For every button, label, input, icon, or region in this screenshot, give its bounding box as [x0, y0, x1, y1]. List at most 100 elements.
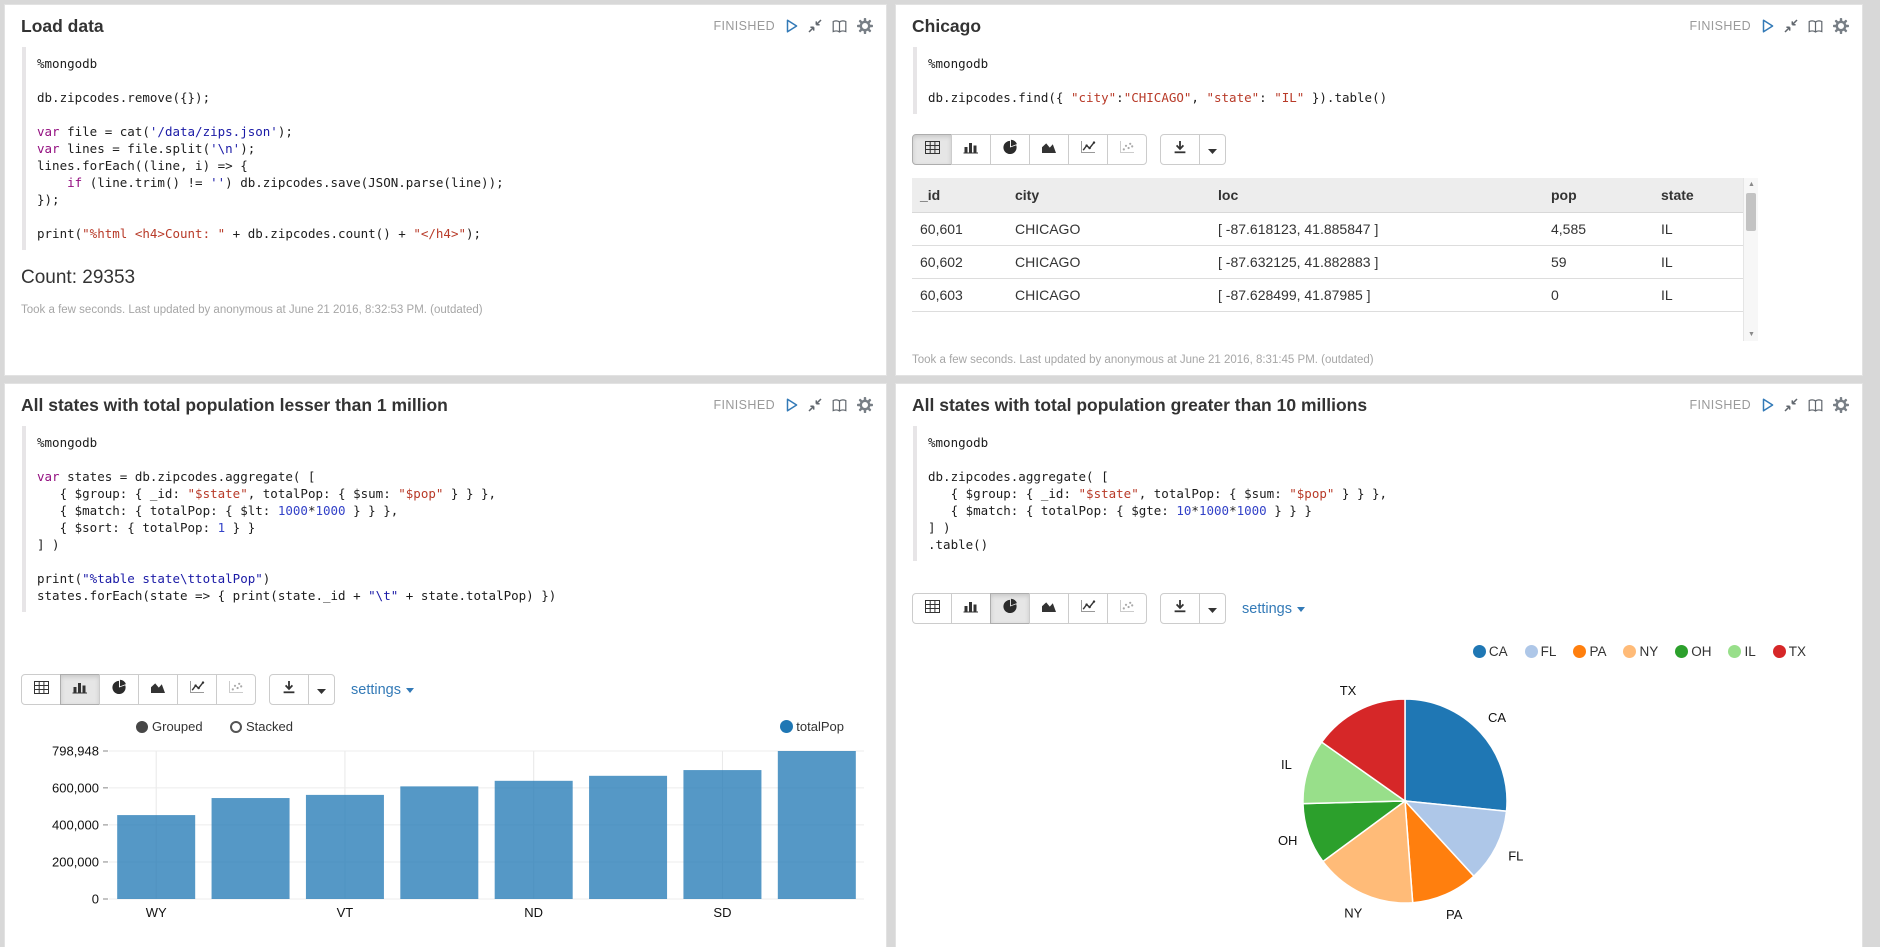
- collapse-compress-icon[interactable]: [808, 398, 822, 412]
- chart-table-button[interactable]: [21, 674, 61, 705]
- paragraph-gear-icon[interactable]: [857, 18, 873, 34]
- code-editor[interactable]: %mongodb var states = db.zipcodes.aggreg…: [22, 426, 870, 612]
- paragraph-states-lt-1m: All states with total population lesser …: [5, 384, 886, 947]
- column-header[interactable]: pop: [1543, 178, 1653, 213]
- pie-legend: CA FL PA NY OH IL TX: [912, 644, 1846, 659]
- download-options-button[interactable]: [1199, 593, 1226, 624]
- collapse-compress-icon[interactable]: [1784, 398, 1798, 412]
- download-button[interactable]: [1160, 593, 1200, 624]
- run-paragraph-play-icon[interactable]: [784, 18, 799, 34]
- show-editor-book-icon[interactable]: [831, 19, 848, 34]
- chart-bar-button[interactable]: [60, 674, 100, 705]
- table-cell: [ -87.618123, 41.885847 ]: [1210, 212, 1543, 246]
- svg-text:SD: SD: [713, 905, 731, 920]
- legend-label: OH: [1691, 644, 1712, 659]
- chart-line-button[interactable]: [1068, 593, 1108, 624]
- chart-area-button[interactable]: [1029, 134, 1069, 165]
- paragraph-title: All states with total population greater…: [912, 395, 1368, 415]
- settings-label: settings: [1242, 600, 1292, 617]
- table-scrollbar[interactable]: ▲ ▼: [1743, 178, 1758, 341]
- column-header[interactable]: city: [1007, 178, 1210, 213]
- legend-item-ny[interactable]: NY: [1623, 644, 1658, 659]
- legend-label: totalPop: [796, 719, 844, 734]
- result-table-wrap: _id city loc pop state 60,601 CHICAGO[ -87.618…: [912, 178, 1846, 348]
- scrollbar-thumb[interactable]: [1746, 193, 1756, 231]
- chart-pie-button[interactable]: [990, 593, 1030, 624]
- legend-item-ca[interactable]: CA: [1472, 644, 1508, 659]
- table-cell: [ -87.632125, 41.882883 ]: [1210, 245, 1543, 279]
- legend-dot-icon: [1573, 645, 1587, 658]
- legend-item-pa[interactable]: PA: [1573, 644, 1606, 659]
- line-icon: [189, 680, 205, 699]
- bar-ND: [494, 780, 573, 899]
- table-icon: [924, 599, 940, 618]
- download-button[interactable]: [1160, 134, 1200, 165]
- chart-area-button[interactable]: [1029, 593, 1069, 624]
- settings-toggle[interactable]: settings: [351, 682, 414, 698]
- legend-label: CA: [1488, 644, 1508, 659]
- scroll-up-icon[interactable]: ▲: [1748, 181, 1755, 188]
- show-editor-book-icon[interactable]: [831, 398, 848, 413]
- status-badge: FINISHED: [713, 398, 775, 412]
- chart-line-button[interactable]: [177, 674, 217, 705]
- settings-toggle[interactable]: settings: [1242, 601, 1305, 617]
- show-editor-book-icon[interactable]: [1807, 19, 1824, 34]
- legend-dot-icon: [1675, 645, 1689, 658]
- chart-pie-button[interactable]: [99, 674, 139, 705]
- chart-scatter-button[interactable]: [1107, 134, 1147, 165]
- download-icon: [1173, 140, 1187, 159]
- bar-VT: [305, 794, 384, 899]
- run-paragraph-play-icon[interactable]: [784, 397, 799, 413]
- table-cell: CHICAGO: [1007, 212, 1210, 246]
- paragraph-gear-icon[interactable]: [1833, 397, 1849, 413]
- code-editor[interactable]: %mongodb db.zipcodes.remove({}); var fil…: [22, 47, 870, 250]
- bar-icon: [72, 680, 88, 699]
- download-options-button[interactable]: [308, 674, 335, 705]
- caret-down-icon: [1208, 141, 1217, 159]
- collapse-compress-icon[interactable]: [1784, 19, 1798, 33]
- legend-item-totalpop[interactable]: totalPop: [780, 719, 844, 734]
- collapse-compress-icon[interactable]: [808, 19, 822, 33]
- run-paragraph-play-icon[interactable]: [1760, 18, 1775, 34]
- chart-bar-button[interactable]: [951, 134, 991, 165]
- table-cell: 4,585: [1543, 212, 1653, 246]
- paragraph-gear-icon[interactable]: [857, 397, 873, 413]
- chart-mode-stacked[interactable]: Stacked: [230, 719, 293, 734]
- scroll-down-icon[interactable]: ▼: [1748, 331, 1755, 338]
- table-row: 60,601 CHICAGO[ -87.618123, 41.885847 ] 4,…: [912, 212, 1758, 246]
- chart-mode-grouped[interactable]: Grouped: [136, 719, 203, 734]
- chart-pie-button[interactable]: [990, 134, 1030, 165]
- column-header[interactable]: state: [1653, 178, 1758, 213]
- chart-scatter-button[interactable]: [1107, 593, 1147, 624]
- chart-scatter-button[interactable]: [216, 674, 256, 705]
- svg-text:200,000: 200,000: [52, 854, 99, 869]
- chart-area-button[interactable]: [138, 674, 178, 705]
- code-editor[interactable]: %mongodb db.zipcodes.aggregate( [ { $gro…: [913, 426, 1846, 561]
- download-button[interactable]: [269, 674, 309, 705]
- show-editor-book-icon[interactable]: [1807, 398, 1824, 413]
- run-paragraph-play-icon[interactable]: [1760, 397, 1775, 413]
- legend-item-tx[interactable]: TX: [1772, 644, 1806, 659]
- pie-chart[interactable]: CA FL PA NY OH IL TX: [912, 663, 1846, 944]
- svg-text:600,000: 600,000: [52, 780, 99, 795]
- bar-idx7: [777, 751, 856, 899]
- code-editor[interactable]: %mongodb db.zipcodes.find({ "city":"CHIC…: [913, 47, 1846, 114]
- chart-table-button[interactable]: [912, 593, 952, 624]
- column-header[interactable]: loc: [1210, 178, 1543, 213]
- chart-line-button[interactable]: [1068, 134, 1108, 165]
- legend-item-fl[interactable]: FL: [1524, 644, 1556, 659]
- bar-chart[interactable]: 0 200,000 400,000 600,000 798,948 WY VT ND SD: [21, 741, 870, 931]
- count-output: Count: 29353: [21, 267, 136, 288]
- paragraph-load-data: Load data FINISHED %mongodb db.zipcodes.…: [5, 5, 886, 375]
- column-header[interactable]: _id: [912, 178, 1007, 213]
- chart-table-button[interactable]: [912, 134, 952, 165]
- chart-bar-button[interactable]: [951, 593, 991, 624]
- legend-item-oh[interactable]: OH: [1675, 644, 1711, 659]
- legend-item-il[interactable]: IL: [1728, 644, 1756, 659]
- download-options-button[interactable]: [1199, 134, 1226, 165]
- svg-text:IL: IL: [1281, 757, 1292, 772]
- paragraph-gear-icon[interactable]: [1833, 18, 1849, 34]
- paragraph-title: Load data: [21, 16, 104, 36]
- table-icon: [33, 680, 49, 699]
- download-icon: [282, 680, 296, 699]
